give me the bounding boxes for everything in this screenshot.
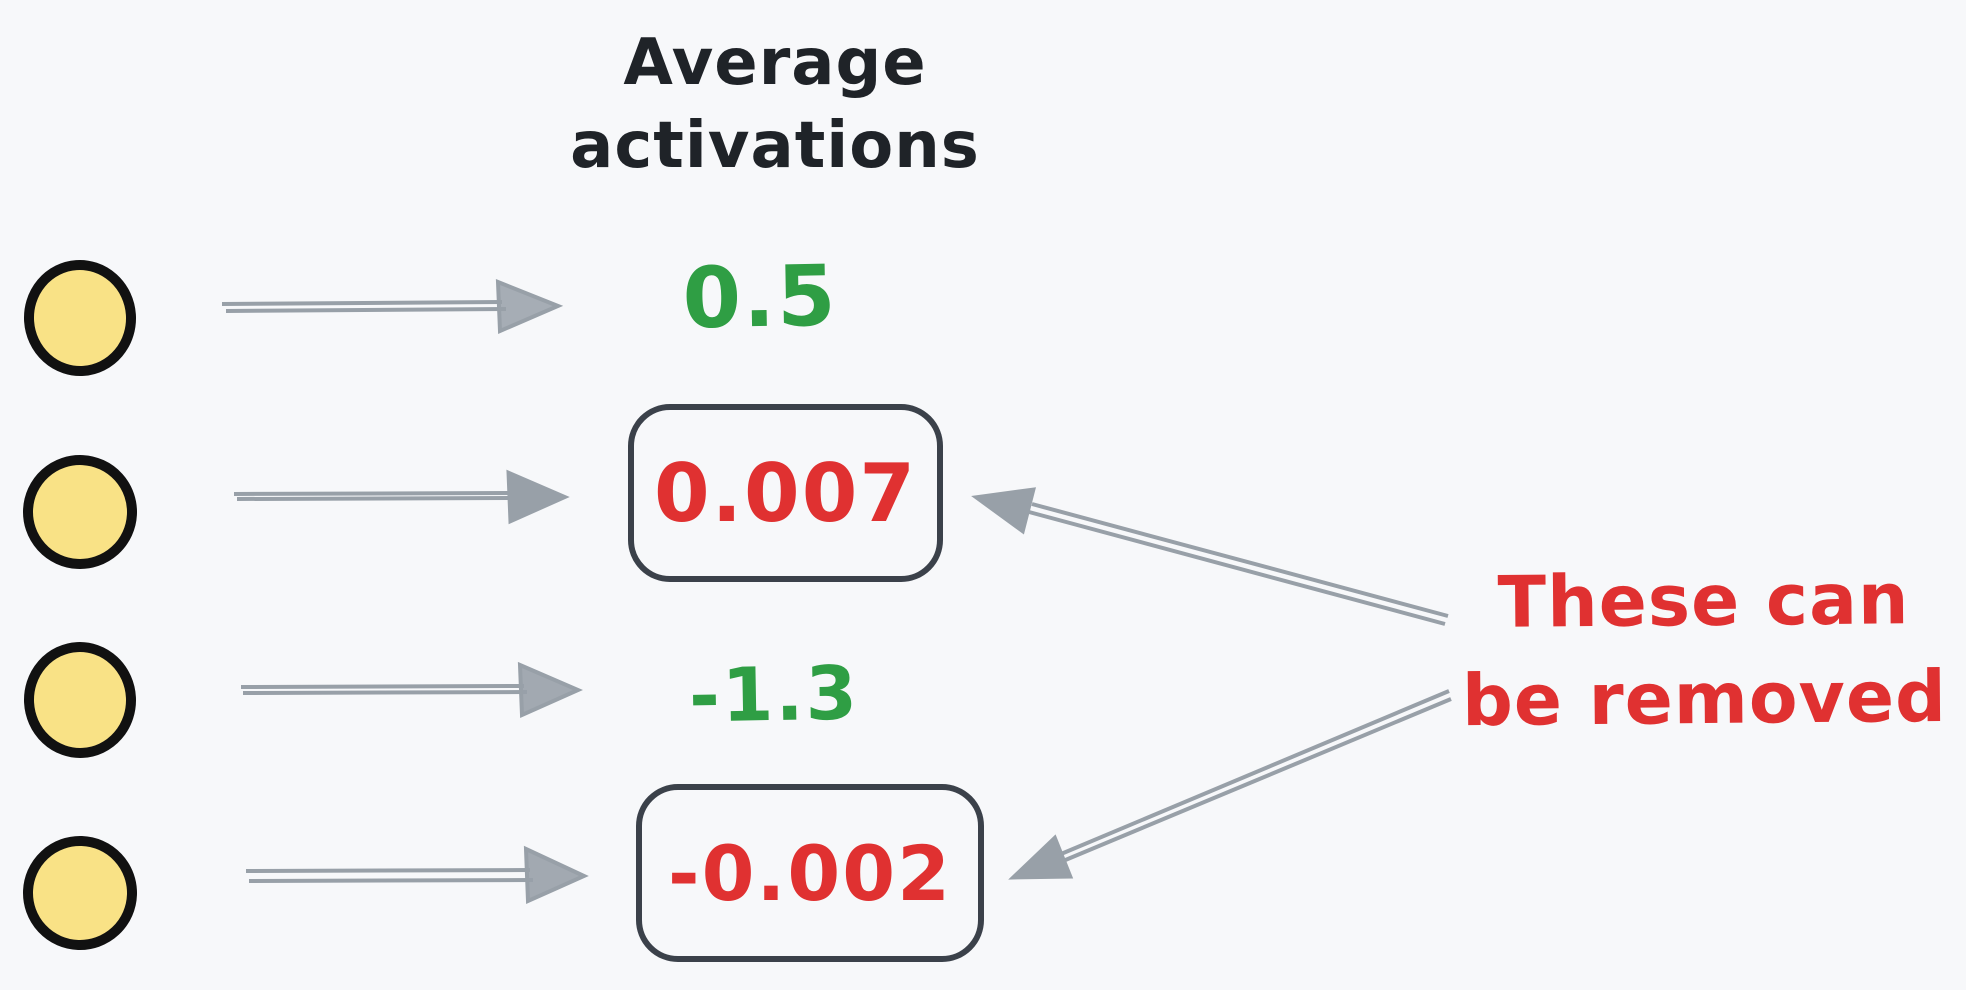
arrow-annotation-to-box2-icon bbox=[1008, 689, 1452, 880]
activation-value-2: 0.007 bbox=[653, 446, 918, 540]
neuron-circle-3 bbox=[23, 642, 137, 758]
neuron-circle-1 bbox=[23, 260, 137, 376]
activation-value-4: -0.002 bbox=[668, 828, 952, 918]
arrow-neuron3-to-value-icon bbox=[240, 661, 583, 719]
removable-value-box-2: -0.002 bbox=[636, 784, 984, 962]
neuron-circle-2 bbox=[22, 455, 137, 569]
arrow-annotation-to-box1-icon bbox=[971, 487, 1449, 626]
arrow-neuron2-to-value-icon bbox=[233, 469, 570, 525]
annotation-these-can-be-removed: These can be removed bbox=[1461, 557, 1948, 743]
removable-value-box-1: 0.007 bbox=[628, 404, 943, 582]
diagram-title: Average activations bbox=[570, 26, 980, 184]
activation-value-1: 0.5 bbox=[681, 246, 839, 348]
neuron-circle-4 bbox=[22, 836, 137, 950]
arrow-neuron4-to-value-icon bbox=[245, 845, 589, 905]
activation-value-3: -1.3 bbox=[688, 650, 860, 740]
arrow-neuron1-to-value-icon bbox=[221, 278, 564, 334]
